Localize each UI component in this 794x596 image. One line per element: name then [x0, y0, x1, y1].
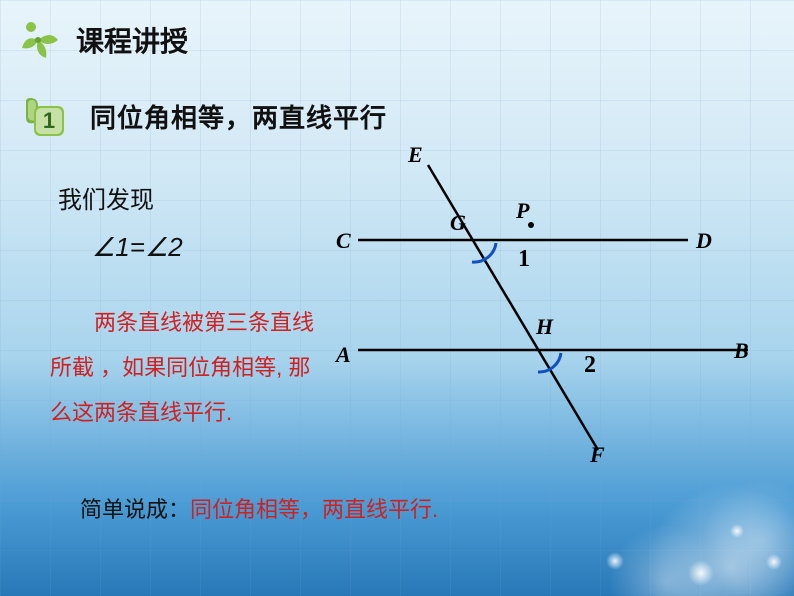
label-a: A	[336, 342, 351, 368]
label-e: E	[408, 142, 423, 168]
label-p: P	[516, 198, 529, 224]
summary-prefix: 简单说成：	[80, 497, 190, 522]
header: 课程讲授	[14, 16, 188, 64]
label-c: C	[336, 228, 351, 254]
label-h: H	[536, 314, 553, 340]
summary-line: 简单说成：同位角相等，两直线平行.	[80, 492, 438, 524]
page-title: 课程讲授	[76, 20, 188, 60]
point-p-dot	[528, 222, 534, 228]
angle-1-label: 1	[518, 246, 530, 273]
sparkle-decoration	[474, 456, 794, 596]
summary-theorem: 同位角相等，两直线平行.	[190, 497, 438, 522]
label-g: G	[450, 210, 466, 236]
geometry-diagram: E F C D A B G H P 1 2	[338, 150, 758, 470]
flare-dot	[688, 560, 714, 586]
svg-text:1: 1	[43, 108, 55, 133]
label-d: D	[696, 228, 712, 254]
angle-2-label: 2	[584, 352, 596, 379]
flare-dot	[606, 552, 624, 570]
section-subtitle: 同位角相等，两直线平行	[90, 98, 387, 135]
angle-equation: ∠1=∠2	[92, 232, 183, 263]
flare-dot	[730, 524, 744, 538]
theorem-body: 两条直线被第三条直线所截 ，如果同位角相等, 那么这两条直线平行.	[50, 300, 330, 435]
label-b: B	[734, 338, 749, 364]
logo-icon	[14, 16, 62, 64]
flare-dot	[766, 554, 782, 570]
discover-label: 我们发现	[58, 180, 154, 215]
section-number-badge: 1	[20, 92, 68, 140]
section-badge-row: 1 同位角相等，两直线平行	[20, 92, 387, 140]
line-ef	[428, 165, 598, 450]
label-f: F	[590, 442, 605, 468]
